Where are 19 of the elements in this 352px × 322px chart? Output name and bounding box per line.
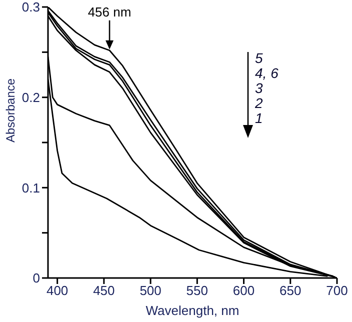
x-tick-label: 700: [326, 283, 348, 298]
x-tick-label: 650: [280, 283, 302, 298]
y-tick-label: 0.2: [22, 90, 40, 105]
y-tick-label: 0.1: [22, 180, 40, 196]
x-tick-label: 600: [232, 283, 255, 298]
annotation: 4, 6: [255, 65, 278, 81]
y-tick-label: 0: [32, 270, 40, 286]
x-tick-label: 450: [93, 283, 115, 298]
annotation: 456 nm: [88, 4, 132, 20]
x-tick-label: 550: [186, 283, 208, 298]
annotation: 3: [255, 80, 264, 96]
x-axis-title: Wavelength, nm: [146, 303, 240, 318]
annotation: 2: [255, 95, 264, 111]
x-tick-label: 400: [46, 283, 68, 298]
annotation: 5: [255, 50, 264, 66]
y-axis-title: Absorbance: [3, 78, 18, 142]
annotation: 1: [255, 110, 264, 126]
x-tick-label: 500: [140, 283, 162, 298]
y-tick-label: 0.3: [22, 0, 40, 15]
